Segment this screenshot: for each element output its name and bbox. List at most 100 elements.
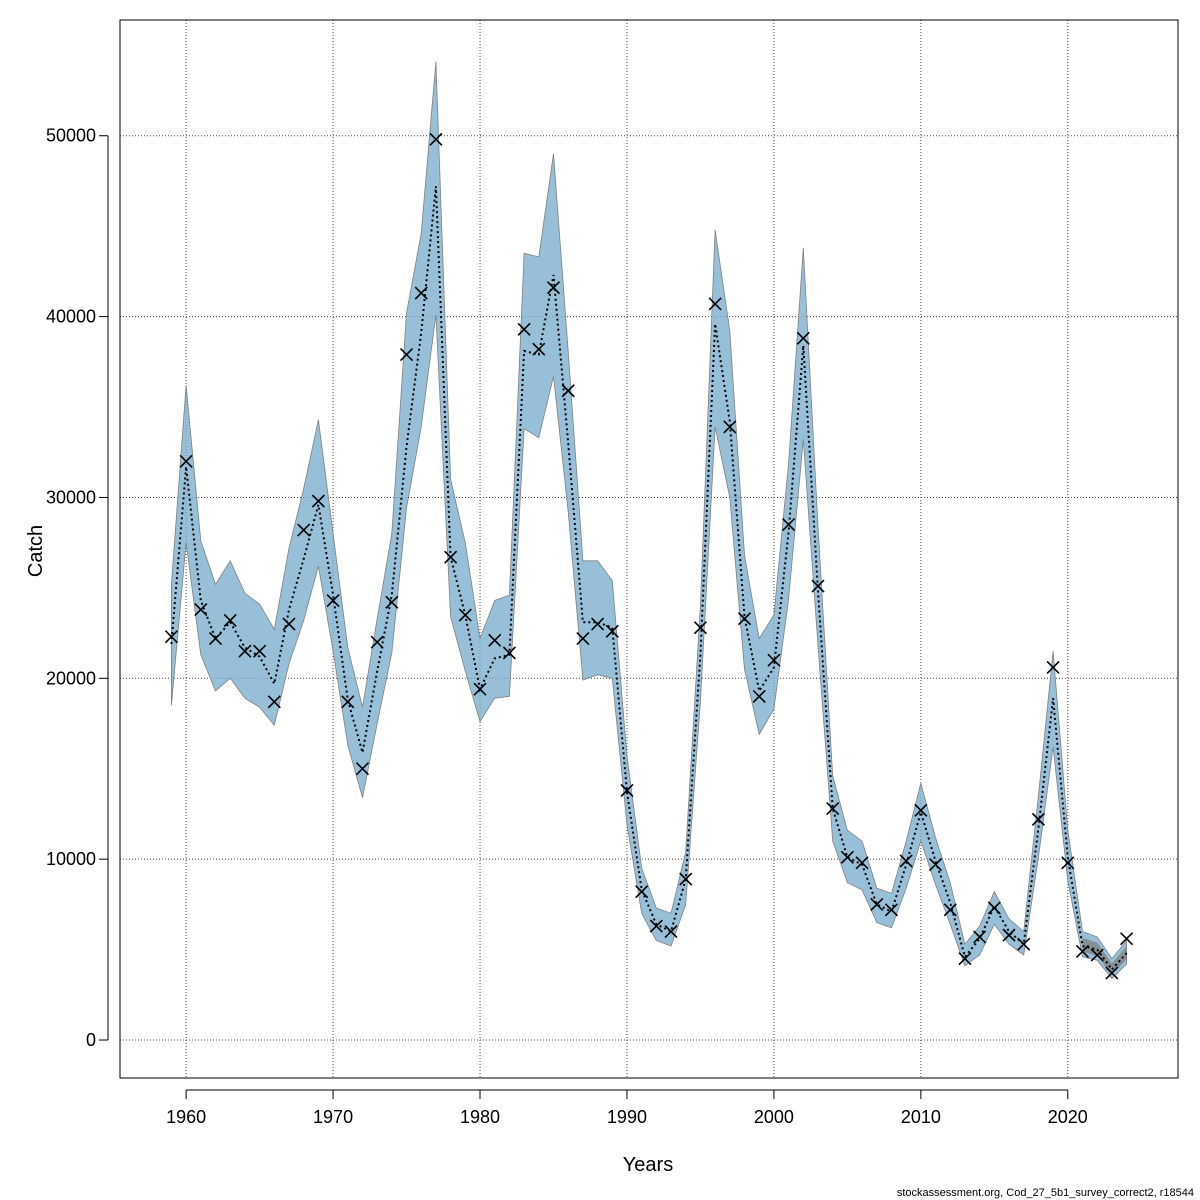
observed-point xyxy=(488,633,502,647)
x-tick-label: 2010 xyxy=(901,1107,941,1127)
point-stroke xyxy=(385,595,399,609)
observed-point xyxy=(355,762,370,776)
point-stroke xyxy=(914,803,928,817)
observed-point xyxy=(1120,932,1134,946)
point-stroke xyxy=(855,856,869,870)
point-stroke xyxy=(899,854,913,868)
observed-point xyxy=(811,579,825,593)
observed-point xyxy=(297,523,311,537)
point-stroke xyxy=(737,612,752,626)
point-stroke xyxy=(928,858,943,872)
point-stroke xyxy=(414,286,428,300)
point-stroke xyxy=(884,903,899,917)
observed-point xyxy=(282,617,296,631)
plot-frame xyxy=(119,19,1179,1079)
observed-point xyxy=(973,930,987,944)
observed-point xyxy=(723,420,737,434)
observed-point xyxy=(649,919,663,933)
observed-point xyxy=(620,783,634,798)
observed-point xyxy=(546,281,561,295)
y-tick-label: 0 xyxy=(86,1030,96,1050)
observed-point xyxy=(914,803,928,817)
point-stroke xyxy=(826,801,840,816)
observed-point xyxy=(1002,928,1016,942)
point-stroke xyxy=(282,617,296,631)
observed-point xyxy=(605,624,619,638)
point-stroke xyxy=(444,550,458,564)
point-stroke xyxy=(164,630,178,644)
observed-point xyxy=(635,885,649,899)
observed-point xyxy=(1090,948,1104,962)
observed-point xyxy=(664,924,678,939)
observed-point xyxy=(458,608,472,622)
observed-point xyxy=(238,644,252,658)
point-stroke xyxy=(958,952,972,966)
observed-point xyxy=(782,518,796,532)
y-axis-title: Catch xyxy=(25,525,47,577)
x-tick-label: 1980 xyxy=(460,1107,500,1127)
point-stroke xyxy=(679,872,693,886)
y-tick-label: 30000 xyxy=(46,487,96,507)
point-stroke xyxy=(179,454,193,468)
point-stroke xyxy=(223,613,237,628)
point-stroke xyxy=(1105,966,1119,980)
observed-point xyxy=(767,653,781,667)
observed-point xyxy=(194,603,208,617)
observed-point xyxy=(870,897,884,911)
observed-point xyxy=(796,331,810,345)
observed-point xyxy=(444,550,458,564)
point-stroke xyxy=(311,494,325,508)
x-axis-title: Years xyxy=(623,1154,673,1176)
point-stroke xyxy=(253,644,267,658)
observed-point xyxy=(561,384,575,398)
observed-point xyxy=(679,872,693,886)
observed-point xyxy=(752,689,766,703)
observed-point xyxy=(517,322,531,336)
observed-point xyxy=(385,595,399,609)
point-stroke xyxy=(708,297,722,311)
observed-point xyxy=(737,612,752,626)
observed-point xyxy=(693,621,707,635)
observed-point xyxy=(208,631,223,646)
x-tick-label: 1990 xyxy=(607,1107,647,1127)
x-tick-label: 2020 xyxy=(1048,1107,1088,1127)
observed-point xyxy=(223,613,237,628)
observed-point xyxy=(179,454,193,468)
point-stroke xyxy=(297,523,311,537)
observed-point xyxy=(1075,944,1090,958)
point-stroke xyxy=(752,689,766,703)
point-stroke xyxy=(767,653,781,667)
y-tick-label: 10000 xyxy=(46,849,96,869)
observed-point xyxy=(1105,966,1119,980)
point-stroke xyxy=(1120,932,1134,946)
point-stroke xyxy=(532,342,546,356)
point-stroke xyxy=(458,608,472,622)
point-stroke xyxy=(943,903,957,917)
observed-point xyxy=(253,644,267,658)
observed-point xyxy=(429,132,443,146)
observed-point xyxy=(1046,660,1060,675)
observed-point xyxy=(326,593,340,608)
footer-caption: stockassessment.org, Cod_27_5b1_survey_c… xyxy=(897,1187,1194,1199)
point-stroke xyxy=(576,631,590,646)
point-stroke xyxy=(1075,944,1090,958)
point-stroke xyxy=(1046,660,1060,675)
y-tick-label: 40000 xyxy=(46,307,96,327)
observed-points xyxy=(164,132,1134,980)
point-stroke xyxy=(782,518,796,532)
point-stroke xyxy=(1061,856,1075,870)
x-tick-label: 2000 xyxy=(754,1107,794,1127)
observed-point xyxy=(370,635,384,649)
point-stroke xyxy=(488,633,502,647)
axes: 1960 1970 1980 1990 2000 2010 2020 0 10000 20000 3… xyxy=(46,19,1179,1127)
point-stroke xyxy=(473,682,487,696)
point-stroke xyxy=(355,762,370,776)
point-stroke xyxy=(267,695,281,709)
observed-point xyxy=(473,682,487,696)
observed-point xyxy=(884,903,899,917)
point-stroke xyxy=(840,850,854,864)
point-stroke xyxy=(870,897,884,911)
observed-point xyxy=(840,850,854,864)
observed-point xyxy=(576,631,590,646)
